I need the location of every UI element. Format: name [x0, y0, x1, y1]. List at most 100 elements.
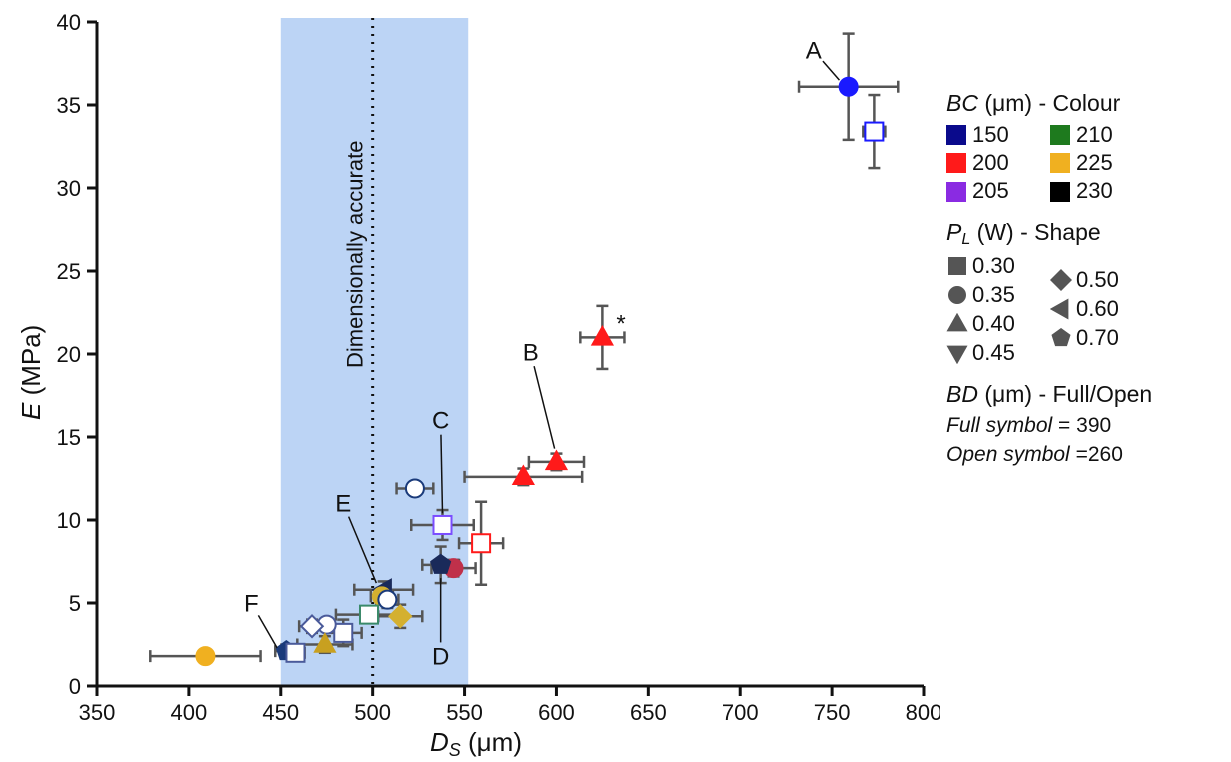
x-tick-label: 400 — [171, 700, 208, 725]
colour-legend-item: 210 — [1050, 122, 1160, 148]
shape-legend-label: 0.45 — [972, 340, 1015, 366]
colour-swatch — [1050, 181, 1070, 202]
shape-legend-marker — [1050, 298, 1069, 320]
shape-legend-icon — [1050, 269, 1072, 292]
y-tick-label: 20 — [57, 342, 81, 367]
x-tick-label: 550 — [446, 700, 483, 725]
data-point — [864, 121, 885, 142]
data-point — [195, 646, 216, 667]
annotation-label: E — [335, 491, 351, 518]
shape-legend-item: 0.40 — [946, 311, 1015, 337]
shape-legend-label: 0.35 — [972, 282, 1015, 308]
y-tick-label: 35 — [57, 93, 81, 118]
shape-legend-label: 0.70 — [1076, 325, 1119, 351]
annotation-leader — [533, 366, 556, 449]
data-point — [430, 553, 452, 574]
x-tick-label: 600 — [538, 700, 575, 725]
shape-legend-item: 0.70 — [1050, 325, 1119, 351]
data-point — [838, 76, 859, 97]
colour-legend-label: 225 — [1076, 149, 1113, 175]
shape-legend-marker — [948, 286, 966, 305]
annotation-leader — [822, 60, 841, 81]
colour-legend-label: 210 — [1076, 121, 1113, 147]
x-tick-label: 700 — [722, 700, 759, 725]
annotation-label: B — [523, 340, 539, 367]
annotation-leader — [440, 434, 444, 514]
annotation-label: C — [432, 408, 449, 435]
x-tick-label: 450 — [262, 700, 299, 725]
colour-legend-label: 200 — [972, 149, 1009, 175]
data-point — [590, 325, 615, 346]
colour-swatch — [1050, 153, 1070, 174]
x-tick-label: 350 — [79, 700, 116, 725]
y-tick-label: 40 — [57, 10, 81, 35]
data-point — [285, 642, 306, 663]
shape-legend-marker — [946, 345, 968, 365]
annotation-label: D — [432, 643, 449, 670]
shape-legend-icon — [948, 286, 966, 305]
colour-legend-label: 230 — [1076, 178, 1113, 204]
y-tick-label: 5 — [69, 591, 81, 616]
x-axis: 350 400 450 500 550 600 650 700 750 800 — [79, 684, 940, 725]
annotation-label: F — [244, 590, 259, 617]
y-tick-label: 0 — [69, 674, 81, 699]
shape-legend-marker — [1051, 328, 1071, 347]
data-points: * — [195, 76, 885, 667]
colour-swatch — [946, 124, 966, 145]
shape-legend-icon — [946, 345, 968, 365]
shape-legend-icon — [1051, 328, 1071, 347]
data-point — [313, 632, 337, 653]
shape-legend-icon — [1050, 298, 1069, 320]
legend: BC (μm) - Colour 150 210 200 225 205 230 PL (… — [946, 90, 1231, 467]
fill-legend-heading: BD (μm) - Full/Open — [946, 381, 1153, 408]
shape-legend-marker — [1050, 269, 1072, 292]
shape-legend-label: 0.40 — [972, 311, 1015, 337]
colour-legend: 150 210 200 225 205 230 — [946, 122, 1231, 205]
y-tick-label: 25 — [57, 259, 81, 284]
colour-swatch — [946, 181, 966, 202]
y-tick-label: 30 — [57, 176, 81, 201]
data-point — [377, 589, 398, 610]
shape-legend-icon — [948, 257, 966, 276]
significance-star: * — [616, 310, 625, 337]
data-point — [404, 478, 425, 499]
shape-legend-marker — [948, 257, 966, 276]
shape-legend-item: 0.30 — [946, 253, 1015, 279]
colour-legend-label: 205 — [972, 178, 1009, 204]
dimensionally-accurate-band — [280, 18, 469, 686]
x-tick-label: 800 — [906, 700, 940, 725]
band-label: Dimensionally accurate — [343, 141, 368, 368]
data-point — [511, 464, 535, 486]
shape-legend: 0.30 0.35 0.40 0.45 0.50 0.60 0.70 — [946, 253, 1231, 371]
shape-legend-item: 0.35 — [946, 282, 1015, 308]
data-point — [544, 449, 569, 471]
x-tick-label: 750 — [814, 700, 851, 725]
colour-legend-item: 230 — [1050, 178, 1160, 204]
colour-swatch — [946, 153, 966, 174]
y-tick-label: 15 — [57, 425, 81, 450]
open-symbol-legend: Open symbol =260 — [946, 442, 1123, 466]
shape-legend-item: 0.45 — [946, 340, 1015, 366]
data-point — [299, 614, 325, 639]
data-point — [432, 514, 453, 535]
colour-legend-heading: BC (μm) - Colour — [946, 90, 1121, 116]
shape-legend-label: 0.30 — [972, 253, 1015, 279]
annotation-label: A — [806, 38, 822, 65]
colour-legend-item: 150 — [946, 122, 1050, 148]
shape-legend-heading: PL (W) - Shape — [946, 218, 1101, 248]
data-point — [358, 604, 379, 625]
shape-legend-icon — [946, 313, 968, 332]
annotation-leader — [257, 615, 278, 649]
shape-legend-label: 0.60 — [1076, 296, 1119, 322]
full-symbol-legend: Full symbol = 390 — [946, 413, 1112, 437]
colour-swatch — [1050, 124, 1070, 145]
shape-legend-label: 0.50 — [1076, 267, 1119, 293]
data-point — [471, 533, 492, 554]
annotation-leader — [347, 516, 378, 584]
y-tick-label: 10 — [57, 508, 81, 533]
x-axis-title: DS (μm) — [430, 727, 522, 760]
shape-legend-item: 0.60 — [1050, 296, 1119, 322]
y-axis: 0 5 10 15 20 25 30 35 40 — [57, 10, 99, 699]
x-tick-label: 500 — [354, 700, 391, 725]
y-axis-title: E (MPa) — [16, 325, 46, 420]
